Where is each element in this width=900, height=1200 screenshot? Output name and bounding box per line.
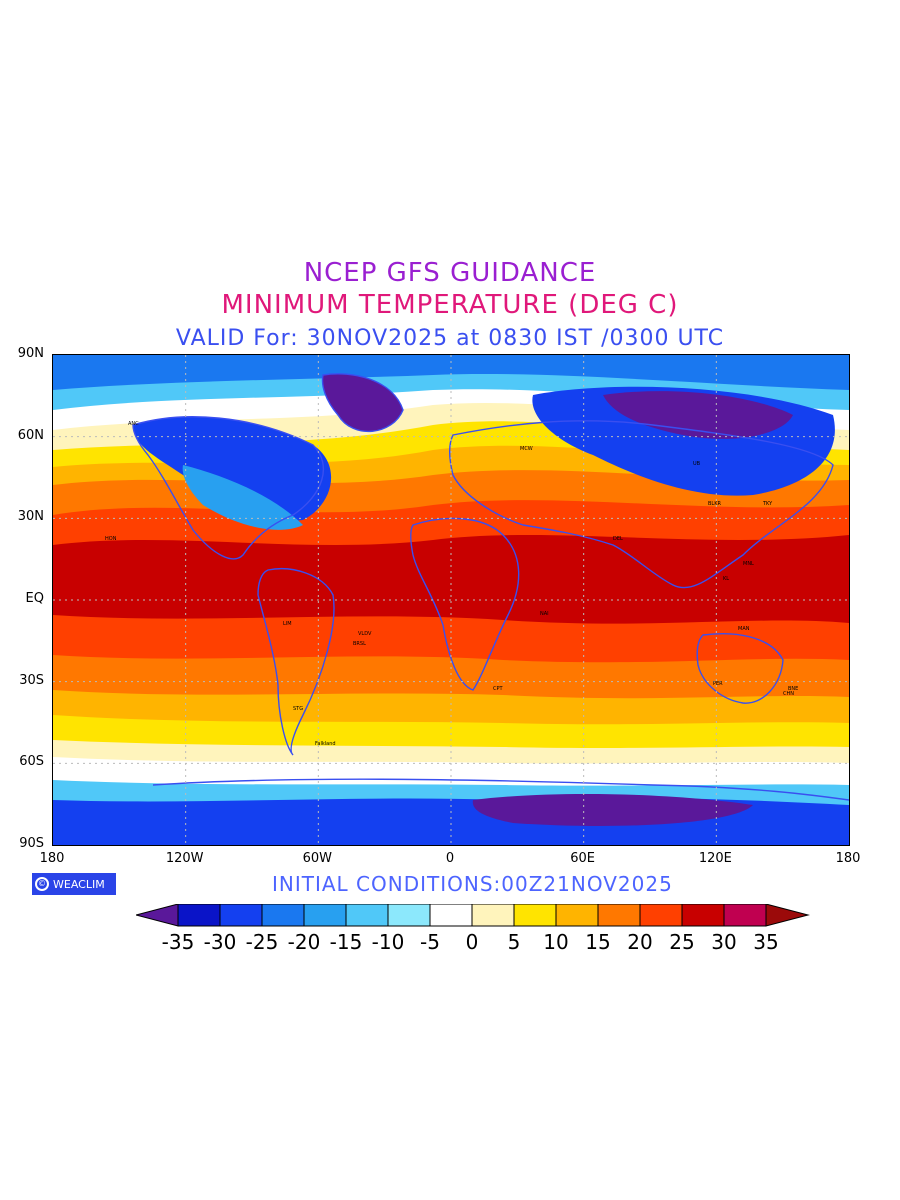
station-label: BNE xyxy=(788,686,798,692)
colorbar-segment xyxy=(681,904,725,927)
station-label: MAN xyxy=(738,626,750,632)
logo-text: WEACLIM xyxy=(53,877,105,891)
colorbar-segment xyxy=(597,904,641,927)
graticule xyxy=(53,355,849,845)
temperature-map[interactable]: MCW UB DEL BLKR TKY MAN KL CPT PER BNE NAI LIM STG BR… xyxy=(52,354,850,846)
lon-tick-label: 60E xyxy=(570,851,596,866)
lat-tick-label: 90N xyxy=(17,346,44,361)
station-label: MCW xyxy=(520,446,533,452)
north-america-cool xyxy=(182,465,303,530)
colorbar-segment xyxy=(723,904,767,927)
lon-tick-label: 0 xyxy=(445,851,455,866)
lat-tick-label: 30S xyxy=(19,672,44,688)
siberia-very-cold xyxy=(603,391,793,439)
title-line-1: NCEP GFS GUIDANCE xyxy=(303,258,597,288)
colorbar-tick-label: -5 xyxy=(420,930,440,954)
station-label: DEL xyxy=(613,536,623,542)
map-canvas: MCW UB DEL BLKR TKY MAN KL CPT PER BNE NAI LIM STG BR… xyxy=(53,355,849,845)
colorbar-tick-label: -20 xyxy=(287,930,321,954)
station-label: ANC xyxy=(128,421,139,427)
lon-tick-label: 120E xyxy=(698,851,732,866)
north-america-cold xyxy=(133,416,332,521)
colorbar-segment xyxy=(639,904,683,927)
colorbar-tick-label: 10 xyxy=(543,930,569,954)
lat-tick-label: EQ xyxy=(25,591,44,606)
colorbar xyxy=(136,904,810,927)
colorbar-tick-label: 35 xyxy=(753,930,779,954)
colorbar-tick-label: 15 xyxy=(585,930,611,954)
greenland-cold xyxy=(322,373,403,432)
copyright-icon: © xyxy=(35,877,49,891)
lon-tick-label: 60W xyxy=(302,851,333,866)
colorbar-tick-label: 20 xyxy=(627,930,653,954)
station-label: STG xyxy=(293,706,303,712)
colorbar-segment xyxy=(261,904,305,927)
station-label: CHN xyxy=(783,691,794,697)
weaclim-logo: © WEACLIM xyxy=(32,873,116,895)
station-label: BRSL xyxy=(353,641,366,647)
lat-tick-label: 60N xyxy=(17,427,44,443)
colorbar-tick-label: 30 xyxy=(711,930,737,954)
colorbar-over-arrow xyxy=(765,904,810,927)
colorbar-segment xyxy=(555,904,599,927)
colorbar-tick-label: 25 xyxy=(669,930,695,954)
colorbar-under-arrow xyxy=(136,904,179,927)
lon-tick-label: 120W xyxy=(165,851,204,866)
colorbar-segment xyxy=(471,904,515,927)
station-label: LIM xyxy=(283,621,292,627)
title-line-3: VALID For: 30NOV2025 at 0830 IST /0300 U… xyxy=(175,326,725,351)
lat-tick-label: 60S xyxy=(19,754,44,770)
band-m25-m20-north xyxy=(53,355,849,390)
colorbar-tick-label: 0 xyxy=(465,930,479,954)
colorbar-tick-label: -10 xyxy=(371,930,405,954)
colorbar-segment xyxy=(219,904,263,927)
initial-conditions: INITIAL CONDITIONS:00Z21NOV2025 xyxy=(272,872,673,896)
colorbar-segment xyxy=(345,904,389,927)
colorbar-segment xyxy=(387,904,431,927)
title-line-2: MINIMUM TEMPERATURE (DEG C) xyxy=(221,290,679,320)
colorbar-tick-label: 5 xyxy=(507,930,521,954)
lat-tick-label: 90S xyxy=(19,836,44,851)
lon-tick-label: 180 xyxy=(835,851,861,866)
coastlines xyxy=(132,373,849,801)
colorbar-segment xyxy=(303,904,347,927)
station-label: PER xyxy=(713,681,723,687)
colorbar-segment xyxy=(177,904,221,927)
station-label: Falkland xyxy=(315,741,336,747)
station-label: MNL xyxy=(743,561,754,567)
station-label: VLDV xyxy=(358,631,372,637)
lat-tick-label: 30N xyxy=(17,509,44,525)
colorbar-tick-label: -35 xyxy=(161,930,195,954)
colorbar-tick-label: -25 xyxy=(245,930,279,954)
colorbar-tick-label: -15 xyxy=(329,930,363,954)
station-label: UB xyxy=(693,461,701,467)
station-label: BLKR xyxy=(708,501,721,507)
station-label: CPT xyxy=(493,686,504,692)
station-label: TKY xyxy=(762,501,773,507)
station-label: NAI xyxy=(540,611,549,617)
colorbar-segment xyxy=(513,904,557,927)
antarctica-very-cold xyxy=(472,793,753,826)
station-label: KL xyxy=(723,576,729,582)
lon-tick-label: 180 xyxy=(39,851,65,866)
colorbar-segment xyxy=(429,904,473,927)
colorbar-tick-label: -30 xyxy=(203,930,237,954)
station-label: HON xyxy=(105,536,117,542)
